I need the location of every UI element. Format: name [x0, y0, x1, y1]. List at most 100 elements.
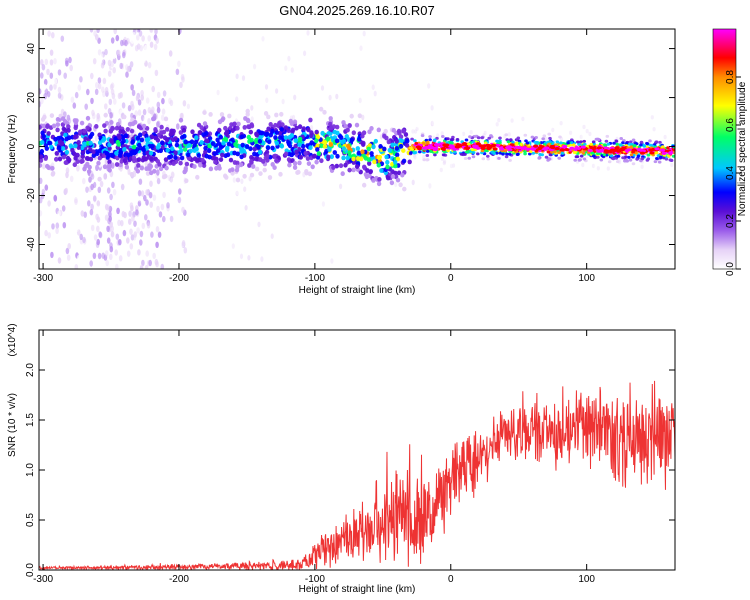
heatmap-cell	[430, 110, 434, 115]
heatmap-cell	[469, 130, 473, 135]
heatmap-cell	[149, 201, 153, 208]
heatmap-cell	[79, 159, 84, 165]
heatmap-cell	[325, 136, 331, 142]
heatmap-cell	[505, 152, 509, 156]
heatmap-cell	[602, 143, 607, 147]
heatmap-cell	[540, 153, 544, 157]
heatmap-cell	[109, 83, 114, 91]
heatmap-cell	[215, 137, 220, 143]
heatmap-cell	[369, 151, 374, 156]
heatmap-cell	[212, 155, 217, 161]
heatmap-cell	[283, 135, 289, 141]
heatmap-cell	[486, 146, 492, 151]
heatmap-cell	[144, 145, 150, 151]
heatmap-cell	[131, 155, 137, 161]
heatmap-cell	[104, 214, 109, 221]
heatmap-cell	[421, 146, 427, 150]
heatmap-cell	[652, 127, 656, 132]
heatmap-cell	[57, 92, 62, 99]
heatmap-cell	[239, 154, 244, 160]
heatmap-cell	[573, 150, 578, 154]
heatmap-cell	[420, 134, 425, 138]
heatmap-cell	[238, 162, 244, 168]
heatmap-cell	[111, 162, 115, 169]
heatmap-cell	[169, 215, 174, 223]
heatmap-cell	[631, 138, 636, 142]
heatmap-cell	[401, 148, 406, 154]
heatmap-cell	[475, 142, 481, 146]
heatmap-cell	[328, 116, 333, 121]
heatmap-cell	[148, 192, 153, 199]
heatmap-cell	[86, 88, 90, 96]
heatmap-cell	[117, 92, 122, 100]
heatmap-cell	[528, 152, 532, 156]
heatmap-cell	[430, 120, 434, 127]
heatmap-cell	[182, 216, 186, 222]
heatmap-cell	[91, 109, 95, 117]
heatmap-cell	[129, 228, 133, 235]
heatmap-cell	[96, 112, 100, 120]
heatmap-cell	[303, 150, 308, 156]
heatmap-cell	[147, 118, 151, 125]
heatmap-cell	[135, 95, 140, 102]
heatmap-cell	[446, 149, 450, 153]
heatmap-cell	[235, 189, 239, 196]
heatmap-cell	[39, 154, 44, 160]
heatmap-cell	[45, 245, 49, 252]
heatmap-cell	[582, 157, 587, 161]
heatmap-cell	[155, 37, 159, 44]
heatmap-cell	[150, 143, 155, 149]
heatmap-cell	[232, 150, 237, 156]
heatmap-cell	[360, 149, 365, 155]
heatmap-cell	[257, 149, 263, 155]
heatmap-cell	[377, 177, 382, 182]
heatmap-cell	[112, 200, 116, 207]
heatmap-cell	[149, 109, 154, 115]
heatmap-cell	[258, 171, 263, 177]
heatmap-cell	[122, 50, 126, 57]
heatmap-cell	[523, 152, 527, 156]
heatmap-cell	[108, 128, 114, 134]
heatmap-cell	[235, 73, 239, 80]
heatmap-cell	[357, 137, 362, 142]
heatmap-cell	[265, 153, 270, 159]
heatmap-cell	[566, 141, 570, 145]
heatmap-cell	[101, 138, 106, 143]
heatmap-cell	[504, 140, 508, 145]
heatmap-cell	[156, 179, 161, 186]
heatmap-cell	[202, 110, 207, 115]
heatmap-cell	[654, 147, 660, 151]
heatmap-cell	[298, 154, 304, 160]
heatmap-cell	[164, 137, 170, 143]
heatmap-cell	[495, 143, 501, 147]
heatmap-cell	[395, 152, 400, 158]
heatmap-cell	[462, 142, 468, 146]
heatmap-cell	[279, 143, 285, 149]
heatmap-cell	[90, 72, 94, 80]
heatmap-cell	[442, 143, 448, 147]
heatmap-cell	[293, 94, 297, 101]
heatmap-cell	[237, 83, 241, 89]
heatmap-cell	[82, 141, 87, 147]
heatmap-cell	[217, 165, 222, 171]
heatmap-cell	[427, 83, 431, 89]
heatmap-cell	[162, 191, 166, 199]
heatmap-cell	[464, 138, 469, 142]
heatmap-cell	[297, 142, 302, 148]
heatmap-cell	[107, 142, 112, 148]
heatmap-cell	[523, 133, 528, 137]
heatmap-cell	[351, 156, 356, 162]
heatmap-cell	[568, 150, 572, 154]
heatmap-cell	[414, 171, 418, 176]
heatmap-cell	[107, 163, 113, 169]
heatmap-cell	[459, 152, 464, 156]
heatmap-cell	[83, 248, 87, 255]
heatmap-cell	[241, 30, 245, 36]
heatmap-cell	[393, 163, 398, 169]
heatmap-cell	[322, 109, 327, 115]
heatmap-cell	[583, 142, 587, 146]
heatmap-cell	[667, 134, 671, 139]
heatmap-cell	[448, 144, 454, 148]
heatmap-cell	[184, 178, 189, 184]
